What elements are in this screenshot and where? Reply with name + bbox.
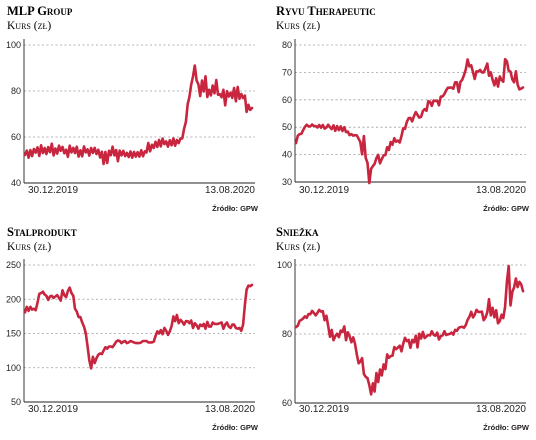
y-tick-label: 30: [282, 177, 292, 187]
x-start-label: 30.12.2019: [299, 404, 349, 415]
chart-mlp-group: MLP Group Kurs (zł) 40 60 80 100 30.12.2019 13.…: [6, 4, 259, 213]
y-tick-label: 100: [277, 260, 292, 270]
chart-ryvu: Ryvu Therapeutic Kurs (zł) 30 40 50 60 70 80 30.…: [276, 4, 530, 213]
x-end-label: 13.08.2020: [205, 185, 255, 196]
y-tick-label: 80: [282, 40, 292, 50]
chart-subtitle: Kurs (zł): [7, 20, 51, 32]
source-note: Źródło: GPW: [212, 204, 259, 213]
x-start-label: 30.12.2019: [28, 185, 78, 196]
y-tick-label: 70: [282, 67, 292, 77]
y-tick-label: 50: [11, 397, 21, 407]
chart-subtitle: Kurs (zł): [7, 241, 51, 253]
source-note: Źródło: GPW: [483, 423, 530, 432]
chart-subtitle: Kurs (zł): [276, 20, 320, 32]
price-series-line: [294, 264, 525, 396]
y-tick-label: 150: [6, 329, 21, 339]
chart-title: Sniežka: [276, 225, 319, 239]
chart-subtitle: Kurs (zł): [276, 241, 320, 253]
y-tick-label: 100: [6, 363, 21, 373]
x-end-label: 13.08.2020: [476, 404, 526, 415]
y-tick-label: 60: [282, 398, 292, 408]
y-tick-label: 40: [11, 178, 21, 188]
y-tick-label: 100: [6, 40, 21, 50]
chart-stalprodukt: Stalprodukt Kurs (zł) 50 100 150 200 250 30.12.…: [6, 225, 259, 432]
x-start-label: 30.12.2019: [299, 185, 349, 196]
chart-title: Stalprodukt: [7, 225, 77, 239]
y-tick-label: 200: [6, 294, 21, 304]
x-start-label: 30.12.2019: [28, 404, 78, 415]
price-series-line: [23, 283, 254, 370]
y-tick-label: 50: [282, 122, 292, 132]
y-tick-label: 80: [11, 86, 21, 96]
y-tick-label: 250: [6, 260, 21, 270]
y-tick-label: 60: [282, 95, 292, 105]
chart-sniezka: Sniežka Kurs (zł) 60 80 100 30.12.2019 13.08.2…: [276, 225, 530, 432]
x-end-label: 13.08.2020: [205, 404, 255, 415]
source-note: Źródło: GPW: [483, 204, 530, 213]
source-note: Źródło: GPW: [212, 423, 259, 432]
price-series-line: [294, 57, 525, 185]
price-series-line: [23, 64, 254, 166]
x-end-label: 13.08.2020: [476, 185, 526, 196]
chart-title: MLP Group: [7, 4, 73, 18]
y-tick-label: 40: [282, 150, 292, 160]
y-tick-label: 80: [282, 329, 292, 339]
chart-title: Ryvu Therapeutic: [276, 4, 376, 18]
y-tick-label: 60: [11, 132, 21, 142]
